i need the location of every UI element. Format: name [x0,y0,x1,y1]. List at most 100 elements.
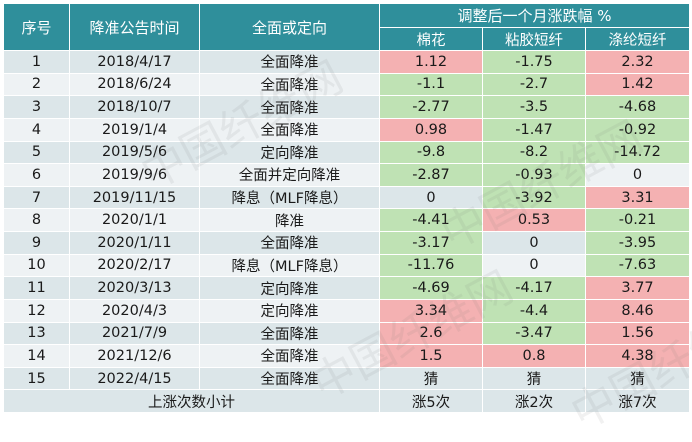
cell-type: 全面降准 [199,72,380,97]
cell-type: 全面降准 [199,95,380,119]
cell-viscose: -3.5 [482,95,586,119]
table-row: 13 2021/7/9 全面降准 2.6 -3.47 1.56 [3,321,691,346]
cell-type: 全面降准 [199,321,380,346]
cell-cotton: -4.41 [379,208,483,232]
cell-date: 2019/5/6 [69,140,200,165]
cell-polyester: 8.46 [584,298,691,323]
cell-polyester: 3.31 [584,185,691,210]
cell-date: 2018/6/24 [69,72,200,97]
cell-cotton: 2.6 [379,321,483,346]
cell-cotton: -4.69 [379,276,483,300]
cell-viscose: 0.8 [482,344,586,368]
cell-date: 2022/4/15 [69,366,200,391]
cell-viscose: -8.2 [482,140,586,165]
cell-cotton: -2.87 [379,163,483,187]
cell-type: 全面降准 [199,231,380,255]
table-row: 11 2020/3/13 定向降准 -4.69 -4.17 3.77 [3,276,691,300]
header-type: 全面或定向 [199,3,380,51]
header-polyester: 涤纶短纤 [584,27,691,51]
cell-type: 定向降准 [199,276,380,300]
cell-date: 2018/4/17 [69,50,200,74]
table-row: 7 2019/11/15 降息（MLF降息） 0 -3.92 3.31 [3,185,691,210]
cell-index: 6 [3,163,70,187]
table-row: 2 2018/6/24 全面降准 -1.1 -2.7 1.42 [3,72,691,97]
cell-date: 2021/7/9 [69,321,200,346]
cell-viscose: 0 [482,231,586,255]
table-row: 10 2020/2/17 降息（MLF降息） -11.76 0 -7.63 [3,253,691,278]
summary-viscose: 涨2次 [482,389,586,413]
cell-viscose: -3.47 [482,321,586,346]
header-group-title: 调整后一个月涨跌幅 % [378,3,691,28]
cell-type: 降息（MLF降息） [199,185,380,210]
cell-polyester: -14.72 [584,140,691,165]
cell-index: 1 [3,50,70,74]
cell-date: 2019/11/15 [69,185,200,210]
cell-date: 2021/12/6 [69,344,200,368]
cell-index: 4 [3,117,70,142]
cell-viscose: -4.17 [482,276,586,300]
cell-cotton: 1.12 [379,50,483,74]
cell-index: 12 [3,298,70,323]
cell-viscose: -1.47 [482,117,586,142]
cell-date: 2020/1/1 [69,208,200,232]
cell-cotton: 0 [379,185,483,210]
cell-cotton: -1.1 [379,72,483,97]
cell-viscose: -0.93 [482,163,586,187]
header-viscose: 粘胶短纤 [482,27,586,51]
cell-cotton: 3.34 [379,298,483,323]
table-row: 8 2020/1/1 降准 -4.41 0.53 -0.21 [3,208,691,232]
cell-index: 8 [3,208,70,232]
cell-index: 3 [3,95,70,119]
cell-polyester: 3.77 [584,276,691,300]
cell-index: 14 [3,344,70,368]
cell-polyester: -0.92 [584,117,691,142]
table-row: 6 2019/9/6 全面并定向降准 -2.87 -0.93 0 [3,163,691,187]
cell-cotton: -9.8 [379,140,483,165]
cell-viscose: -4.4 [482,298,586,323]
cell-polyester: 0 [584,163,691,187]
cell-cotton: 猜 [379,366,483,391]
cell-type: 降准 [199,208,380,232]
cell-polyester: -0.21 [584,208,691,232]
summary-cotton: 涨5次 [379,389,483,413]
cell-polyester: -4.68 [584,95,691,119]
table-row: 5 2019/5/6 定向降准 -9.8 -8.2 -14.72 [3,140,691,165]
cell-viscose: -3.92 [482,185,586,210]
cell-polyester: 2.32 [584,50,691,74]
cell-polyester: 猜 [584,366,691,391]
cell-date: 2019/1/4 [69,117,200,142]
cell-date: 2020/1/11 [69,231,200,255]
cell-type: 全面降准 [199,366,380,391]
table-row: 15 2022/4/15 全面降准猜猜猜 [3,366,691,391]
cell-date: 2020/3/13 [69,276,200,300]
cell-index: 15 [3,366,70,391]
summary-label: 上涨次数小计 [3,389,380,413]
cell-cotton: 0.98 [379,117,483,142]
table-body: 1 2018/4/17 全面降准 1.12 -1.75 2.32 2 2018/6/24 全面降… [3,50,691,413]
table-row: 12 2020/4/3 定向降准 3.34 -4.4 8.46 [3,298,691,323]
cell-index: 5 [3,140,70,165]
summary-row: 上涨次数小计 涨5次 涨2次 涨7次 [3,389,691,413]
table-row: 1 2018/4/17 全面降准 1.12 -1.75 2.32 [3,50,691,74]
cell-date: 2020/2/17 [69,253,200,278]
cell-index: 7 [3,185,70,210]
cell-type: 定向降准 [199,140,380,165]
cell-cotton: -3.17 [379,231,483,255]
cell-date: 2019/9/6 [69,163,200,187]
cell-viscose: 猜 [482,366,586,391]
table-row: 4 2019/1/4 全面降准 0.98 -1.47 -0.92 [3,117,691,142]
cell-index: 9 [3,231,70,255]
header-index: 序号 [3,3,70,51]
cell-type: 全面降准 [199,50,380,74]
cell-viscose: -2.7 [482,72,586,97]
cell-polyester: -7.63 [584,253,691,278]
table-row: 9 2020/1/11 全面降准 -3.17 0 -3.95 [3,231,691,255]
table-row: 14 2021/12/6 全面降准 1.5 0.8 4.38 [3,344,691,368]
cell-cotton: -2.77 [379,95,483,119]
cell-index: 11 [3,276,70,300]
rrr-cut-impact-table: 序号 降准公告时间 全面或定向 调整后一个月涨跌幅 % 棉花 粘胶短纤 涤纶短纤… [3,3,691,413]
cell-type: 全面降准 [199,117,380,142]
cell-type: 全面降准 [199,344,380,368]
cell-index: 10 [3,253,70,278]
cell-cotton: -11.76 [379,253,483,278]
